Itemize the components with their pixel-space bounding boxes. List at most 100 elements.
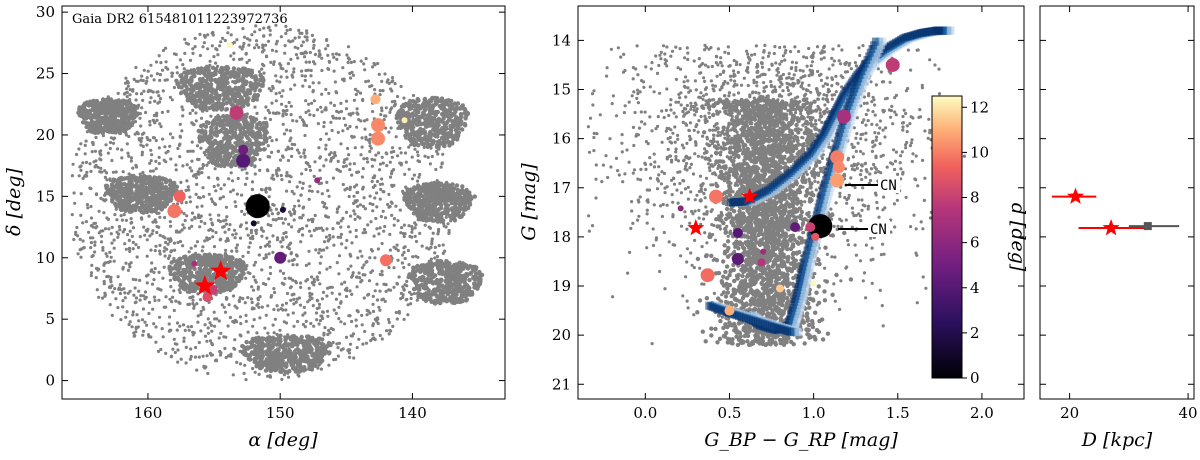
sky-bg-point [287,259,291,263]
sky-bg-point [296,46,300,50]
sky-bg-point [139,294,143,298]
sky-bg-point [181,323,186,327]
sky-bg-point [159,125,163,129]
sky-bg-point [407,263,411,267]
sky-bg-point [199,312,203,316]
sky-bg-point [104,171,109,175]
sky-bg-point [99,196,103,200]
sky-bg-point [232,51,236,55]
sky-group-point [422,99,427,105]
sky-bg-point [390,172,394,176]
sky-bg-point [387,265,391,270]
sky-bg-point [378,93,382,97]
sky-bg-point [175,328,179,332]
sky-bg-point [142,294,146,298]
sky-bg-point [228,315,232,320]
sky-bg-point [274,42,278,46]
sky-group-point [234,148,239,154]
sky-bg-point [127,322,131,327]
sky-bg-point [169,238,173,242]
sky-bg-point [229,54,233,58]
sky-bg-point [164,295,168,299]
sky-bg-point [334,297,338,301]
sky-bg-point [337,317,341,321]
sky-bg-point [151,307,155,311]
sky-bg-point [120,156,124,160]
sky-bg-point [190,121,194,125]
sky-bg-point [89,271,94,275]
sky-bg-point [396,248,400,253]
sky-bg-point [79,142,83,146]
sky-bg-point [312,174,316,178]
sky-bg-point [281,308,285,312]
sky-bg-point [274,111,278,116]
sky-bg-point [332,103,336,108]
sky-bg-point [387,332,391,336]
sky-bg-point [199,116,204,120]
sky-bg-point [373,158,377,162]
sky-bg-point [303,311,307,315]
sky-bg-point [344,335,349,339]
sky-bg-point [353,146,357,150]
sky-bg-point [264,105,268,109]
sky-bg-point [281,89,285,93]
sky-bg-point [249,231,253,235]
sky-bg-point [232,320,236,324]
sky-bg-point [158,252,162,256]
sky-bg-point [277,216,281,221]
sky-bg-point [253,370,257,374]
sky-bg-point [390,213,394,217]
sky-bg-point [234,204,238,208]
sky-bg-point [371,109,375,114]
sky-bg-point [307,109,311,113]
sky-bg-point [326,189,330,193]
sky-bg-point [357,271,361,275]
sky-bg-point [362,157,366,161]
sky-bg-point [70,213,74,217]
sky-bg-point [444,215,448,219]
sky-bg-point [379,162,383,166]
sky-bg-point [153,298,157,303]
sky-bg-point [318,282,322,286]
sky-bg-point [280,102,284,106]
sky-bg-point [341,66,345,70]
sky-bg-point [264,55,269,59]
sky-bg-point [308,113,312,117]
sky-bg-point [344,210,349,214]
sky-bg-point [388,328,392,332]
sky-bg-point [320,297,324,301]
sky-bg-point [346,60,350,65]
sky-bg-point [392,168,396,172]
sky-bg-point [354,228,358,232]
sky-group-point [218,67,224,73]
sky-group-point [91,120,97,125]
sky-bg-point [358,91,363,95]
sky-group-point [139,178,144,184]
sky-bg-point [402,96,406,100]
sky-group-point [114,193,120,198]
sky-bg-point [219,331,223,335]
sky-group-point [423,106,428,112]
sky-bg-point [276,212,280,216]
sky-group-point [447,112,453,118]
sky-bg-point [123,296,127,300]
sky-bg-point [153,99,157,103]
sky-group-point [240,89,246,94]
sky-group-point [225,66,231,71]
sky-bg-point [210,343,214,347]
sky-bg-point [443,249,447,253]
sky-bg-point [216,218,221,222]
sky-bg-point [269,208,273,212]
sky-bg-point [371,65,375,69]
sky-bg-point [284,148,288,152]
sky-bg-point [215,176,220,180]
sky-bg-point [332,55,336,60]
sky-bg-point [277,111,281,115]
sky-bg-point [441,243,445,247]
sky-bg-point [254,280,258,284]
sky-bg-point [304,60,308,64]
sky-bg-point [378,226,382,230]
sky-bg-point [271,111,275,115]
sky-bg-point [166,109,170,113]
sky-group-point [442,131,447,136]
